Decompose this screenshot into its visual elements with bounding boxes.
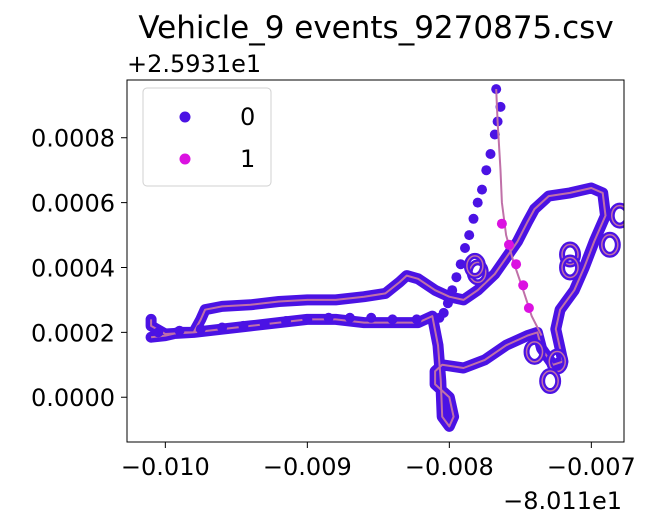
series-0-point (447, 285, 458, 296)
series-1-point (523, 303, 534, 313)
series-0-point (323, 312, 334, 323)
legend-label-series-0: 0 (240, 103, 255, 131)
series-0-loop (559, 254, 582, 281)
series-0-point (174, 325, 185, 336)
x-tick-label: −0.008 (405, 453, 494, 481)
series-0-point (344, 312, 355, 323)
x-tick-label: −0.009 (263, 453, 352, 481)
series-0-point (455, 259, 466, 270)
series-0-loop (598, 231, 621, 258)
series-0-point (366, 312, 377, 323)
series-0-point (481, 165, 492, 176)
series-0-loop (523, 338, 546, 365)
legend-label-series-1: 1 (240, 145, 255, 173)
y-tick-label: 0.0000 (31, 384, 115, 412)
series-0-point (464, 230, 475, 241)
series-0-point (451, 272, 462, 283)
series-0-point (468, 213, 479, 224)
series-0-point (472, 197, 483, 208)
series-0-point (485, 149, 496, 159)
x-axis: −0.010 −0.009 −0.008 −0.007 (121, 442, 636, 481)
series-0-point (153, 327, 164, 338)
series-0-loop (559, 241, 582, 268)
y-axis: 0.0000 0.0002 0.0004 0.0006 0.0008 (31, 125, 127, 412)
chart-title: Vehicle_9 events_9270875.csv (138, 10, 613, 46)
series-1-point (511, 259, 522, 270)
legend-marker-series-1 (179, 153, 191, 165)
series-0-point (477, 184, 487, 195)
series-0-point (195, 324, 206, 335)
series-0-loop (608, 202, 624, 229)
y-offset-label: +2.5931e1 (127, 50, 261, 78)
y-tick-label: 0.0002 (31, 319, 115, 347)
series-0-point (387, 314, 398, 325)
series-1-point (518, 280, 529, 291)
legend: 0 1 (142, 87, 272, 187)
x-tick-label: −0.010 (121, 453, 210, 481)
y-tick-label: 0.0008 (31, 125, 115, 153)
series-0-point (460, 243, 470, 253)
series-0-track-line (150, 187, 607, 428)
series-0-loop (463, 252, 486, 279)
y-tick-label: 0.0006 (31, 190, 115, 218)
series-0-point (217, 322, 228, 333)
legend-frame (142, 87, 272, 187)
series-0-loop (539, 368, 562, 395)
series-0-point (238, 320, 249, 331)
series-0-point (442, 298, 453, 309)
plot-frame (126, 79, 625, 443)
series-1-point (504, 239, 514, 250)
x-offset-label: −8.011e1 (503, 487, 622, 515)
series-1-point (496, 218, 507, 229)
legend-marker-series-0 (179, 111, 191, 123)
series-0-point (259, 319, 270, 330)
series-0-point (302, 314, 313, 325)
series-0-point (411, 314, 422, 325)
y-tick-label: 0.0004 (31, 254, 115, 282)
series-0-point (281, 316, 291, 326)
series-0-point (434, 312, 445, 323)
x-tick-label: −0.007 (547, 453, 636, 481)
